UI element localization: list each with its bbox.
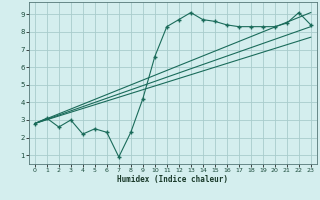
X-axis label: Humidex (Indice chaleur): Humidex (Indice chaleur): [117, 175, 228, 184]
